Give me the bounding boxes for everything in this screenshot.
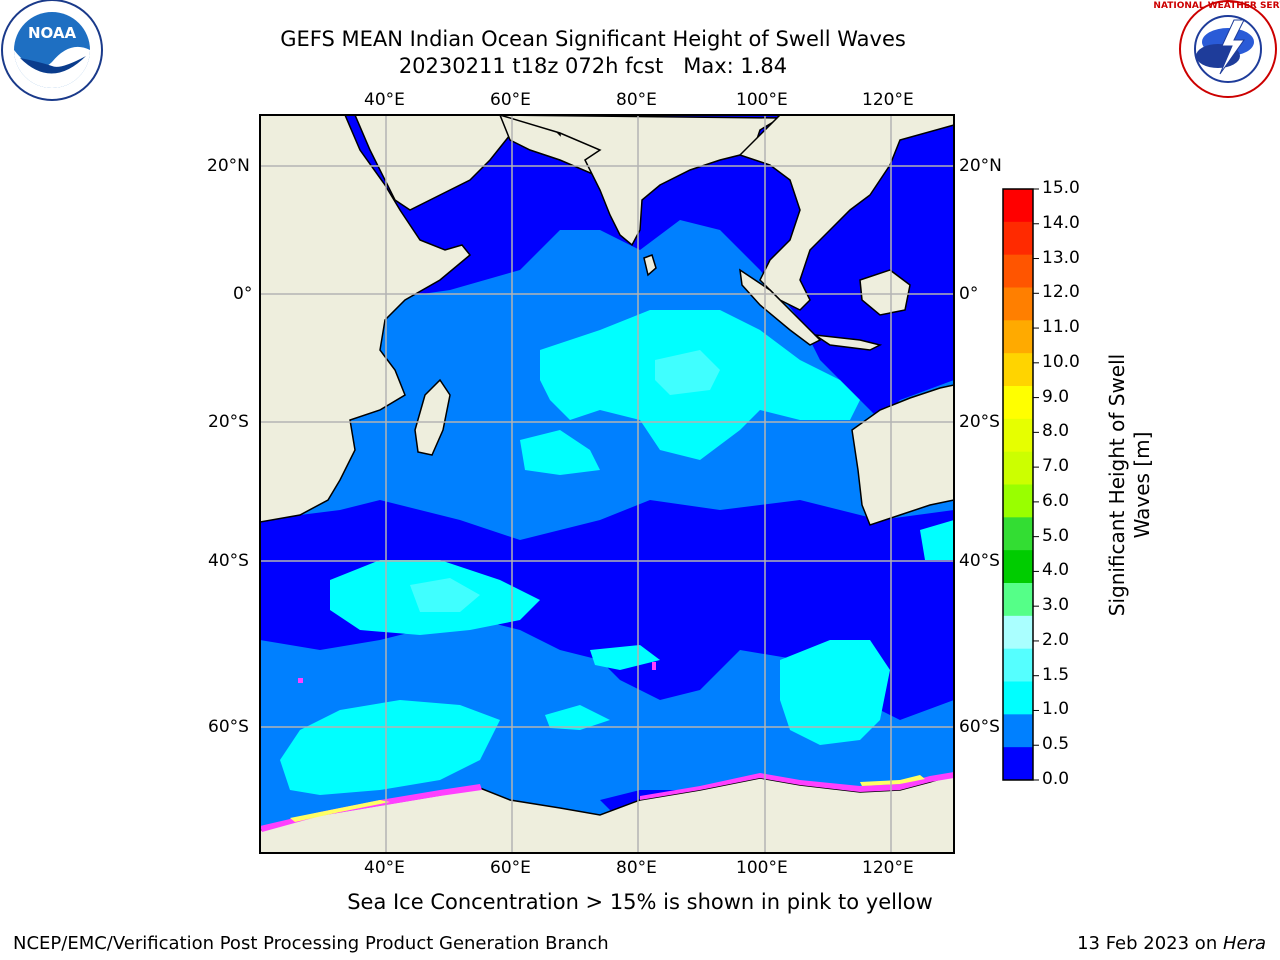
colorbar-tick-label: 8.0	[1042, 421, 1070, 442]
nws-logo-text: NATIONAL WEATHER SERVICE	[1153, 1, 1280, 11]
lon-tick-bottom-2: 80°E	[616, 858, 657, 878]
colorbar-tick-label: 4.0	[1042, 560, 1070, 581]
colorbar-tick-label: 0.0	[1042, 769, 1070, 789]
lat-tick-left-1: 0°	[233, 284, 253, 304]
higher-swell-regions	[410, 350, 720, 612]
map-gridlines	[260, 115, 954, 853]
lat-tick-right-1: 0°	[959, 284, 979, 304]
noaa-logo: NOAA	[1, 0, 103, 101]
colorbar-swatch	[1003, 583, 1033, 617]
footer-date: 13 Feb 2023 on Hera	[1077, 933, 1266, 954]
chart-title-line1: GEFS MEAN Indian Ocean Significant Heigh…	[280, 27, 906, 51]
lat-tick-right-0: 20°N	[959, 156, 1002, 176]
colorbar-swatch	[1003, 287, 1033, 321]
colorbar-tick-label: 2.0	[1042, 629, 1070, 650]
lon-tick-top-0: 40°E	[364, 90, 405, 110]
footer-date-text: 13 Feb 2023 on	[1077, 933, 1223, 954]
colorbar-swatch	[1003, 353, 1033, 387]
noaa-logo-text: NOAA	[28, 24, 77, 42]
lat-tick-left-3: 40°S	[208, 551, 249, 571]
colorbar-swatch	[1003, 517, 1033, 551]
colorbar-tick-label: 13.0	[1042, 247, 1080, 268]
colorbar-tick-label: 7.0	[1042, 456, 1070, 477]
lon-tick-top-2: 80°E	[616, 90, 657, 110]
colorbar-frame	[1002, 188, 1034, 781]
colorbar-tick-label: 3.0	[1042, 595, 1070, 616]
colorbar-tick-label: 9.0	[1042, 386, 1070, 407]
nws-logo: NATIONAL WEATHER SERVICE	[1153, 0, 1280, 98]
colorbar-tick-label: 5.0	[1042, 525, 1070, 546]
colorbar-tick-label: 10.0	[1042, 351, 1080, 372]
lat-tick-right-4: 60°S	[959, 717, 1000, 737]
colorbar-swatch	[1003, 550, 1033, 584]
lat-tick-right-2: 20°S	[959, 412, 1000, 432]
colorbar-tick-label: 12.0	[1042, 282, 1080, 303]
colorbar-tick-label: 0.5	[1042, 734, 1070, 755]
colorbar-swatch	[1003, 221, 1033, 256]
lon-tick-bottom-4: 120°E	[862, 858, 914, 878]
colorbar-swatch	[1003, 484, 1033, 518]
sea-ice-yellow	[290, 775, 925, 822]
lat-tick-right-3: 40°S	[959, 551, 1000, 571]
lon-tick-bottom-3: 100°E	[736, 858, 788, 878]
colorbar-swatch	[1003, 418, 1033, 453]
colorbar-tick-label: 6.0	[1042, 490, 1070, 511]
lat-tick-left-2: 20°S	[208, 412, 249, 432]
map-frame	[259, 114, 955, 854]
lon-tick-bottom-0: 40°E	[364, 858, 405, 878]
lat-tick-left-0: 20°N	[207, 156, 250, 176]
colorbar-swatch	[1003, 320, 1033, 354]
subtitle-sea-ice-note: Sea Ice Concentration > 15% is shown in …	[347, 890, 933, 914]
colorbar-tick-label: 1.0	[1042, 699, 1070, 720]
colorbar-swatch	[1003, 681, 1033, 715]
colorbar-swatch	[1003, 714, 1033, 748]
lat-tick-left-4: 60°S	[208, 717, 249, 737]
colorbar-axis-label: Significant Height of Swell Waves [m]	[1105, 353, 1154, 617]
colorbar-swatch	[1003, 648, 1033, 682]
lon-tick-bottom-1: 60°E	[490, 858, 531, 878]
colorbar-tick-label: 14.0	[1042, 212, 1080, 233]
footer-credit: NCEP/EMC/Verification Post Processing Pr…	[13, 933, 609, 954]
colorbar-tick-label: 11.0	[1042, 317, 1080, 338]
lon-tick-top-4: 120°E	[862, 90, 914, 110]
footer-host: Hera	[1222, 933, 1266, 954]
colorbar-swatch	[1003, 615, 1033, 650]
lon-tick-top-3: 100°E	[736, 90, 788, 110]
colorbar-swatch	[1003, 189, 1033, 223]
colorbar-tick-label: 1.5	[1042, 664, 1070, 685]
lon-tick-top-1: 60°E	[490, 90, 531, 110]
colorbar-swatch	[1003, 254, 1033, 288]
colorbar	[1002, 188, 1039, 781]
colorbar-tick-label: 15.0	[1042, 178, 1080, 198]
colorbar-swatch	[1003, 386, 1033, 420]
colorbar-swatch	[1003, 451, 1033, 485]
chart-title-line2: 20230211 t18z 072h fcst Max: 1.84	[398, 54, 788, 78]
colorbar-swatch	[1003, 747, 1033, 781]
